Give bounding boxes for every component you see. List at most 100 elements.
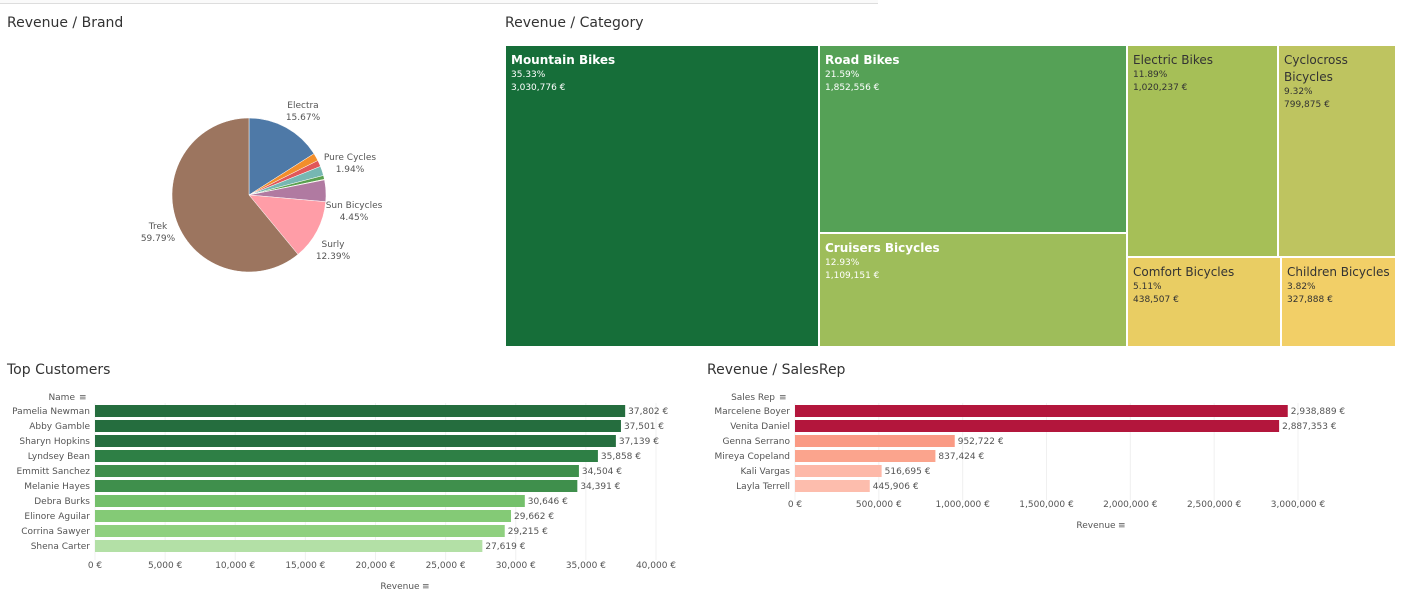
- category-label: Kali Vargas: [740, 467, 790, 477]
- pie-percent: 1.94%: [336, 165, 365, 175]
- sort-icon: ≡: [422, 582, 430, 592]
- category-revenue: 327,888 €: [1287, 295, 1333, 305]
- dimension-header: Name: [48, 393, 75, 403]
- axis-tick-label: 1,500,000 €: [1019, 500, 1074, 510]
- bar: [795, 450, 936, 462]
- category-label: Pamelia Newman: [12, 407, 90, 417]
- axis-tick-label: 15,000 €: [285, 561, 325, 571]
- bar-value-label: 952,722 €: [958, 437, 1004, 447]
- pie-percent: 4.45%: [340, 213, 369, 223]
- bar: [95, 435, 616, 447]
- category-revenue: 799,875 €: [1284, 100, 1330, 110]
- bar-value-label: 37,501 €: [624, 422, 664, 432]
- bar: [795, 465, 882, 477]
- x-axis-title: Revenue: [1076, 521, 1116, 531]
- bar: [95, 480, 578, 492]
- category-label: Marcelene Boyer: [714, 407, 790, 417]
- toolbar-strip: [0, 0, 878, 4]
- bar-value-label: 29,215 €: [508, 527, 548, 537]
- category-revenue: 3,030,776 €: [511, 83, 566, 93]
- category-label: Shena Carter: [31, 542, 91, 552]
- axis-tick-label: 30,000 €: [496, 561, 536, 571]
- top-customers-chart: 0 € 5,000 € 10,000 € 15,000 € 20,000 € 25,000…: [12, 393, 676, 592]
- bar-value-label: 27,619 €: [485, 542, 525, 552]
- bar: [95, 495, 525, 507]
- bar-value-label: 2,938,889 €: [1291, 407, 1346, 417]
- bar: [95, 450, 598, 462]
- bar-value-label: 37,139 €: [619, 437, 659, 447]
- sort-icon: ≡: [779, 393, 787, 403]
- axis-tick-label: 25,000 €: [426, 561, 466, 571]
- pie-label: Sun Bicycles: [326, 201, 383, 211]
- axis-tick-label: 500,000 €: [856, 500, 902, 510]
- pie-label: Electra: [287, 101, 318, 111]
- bar-value-label: 837,424 €: [938, 452, 984, 462]
- category-percent: 3.82%: [1287, 282, 1316, 292]
- bar: [95, 405, 626, 417]
- x-axis-title: Revenue: [380, 582, 420, 592]
- bar-value-label: 30,646 €: [528, 497, 568, 507]
- category-name: Road Bikes: [825, 53, 900, 67]
- pie-label: Pure Cycles: [324, 153, 376, 163]
- sort-icon: ≡: [79, 393, 87, 403]
- category-label: Layla Terrell: [736, 482, 790, 492]
- treemap-cell[interactable]: Children Bicycles 3.82% 327,888 €: [1281, 257, 1396, 347]
- bar-value-label: 37,802 €: [628, 407, 668, 417]
- dimension-header: Sales Rep: [731, 393, 775, 403]
- bar: [795, 405, 1288, 417]
- category-label: Debra Burks: [34, 497, 90, 507]
- category-label: Genna Serrano: [722, 437, 790, 447]
- salesrep-chart: 0 € 500,000 € 1,000,000 € 1,500,000 € 2,000,…: [714, 393, 1346, 531]
- category-label: Emmitt Sanchez: [17, 467, 91, 477]
- pie-slice: [248, 194, 326, 255]
- bar: [95, 525, 505, 537]
- treemap-cell[interactable]: Cruisers Bicycles 12.93% 1,109,151 €: [819, 233, 1127, 347]
- category-name: Mountain Bikes: [511, 53, 616, 67]
- pie-label: Trek: [148, 222, 168, 232]
- axis-tick-label: 20,000 €: [355, 561, 395, 571]
- category-title: Revenue / Category: [505, 15, 644, 31]
- treemap-cell[interactable]: Cyclocross Bicycles 9.32% 799,875 €: [1278, 45, 1396, 257]
- axis-tick-label: 3,000,000 €: [1271, 500, 1326, 510]
- axis-tick-label: 0 €: [88, 561, 103, 571]
- bar: [95, 540, 483, 552]
- bar-value-label: 35,858 €: [601, 452, 641, 462]
- bar: [795, 435, 955, 447]
- bar-value-label: 34,504 €: [582, 467, 622, 477]
- axis-tick-label: 35,000 €: [566, 561, 606, 571]
- bar: [95, 420, 621, 432]
- category-percent: 9.32%: [1284, 87, 1313, 97]
- category-percent: 35.33%: [511, 70, 546, 80]
- treemap-cell[interactable]: Electric Bikes 11.89% 1,020,237 €: [1127, 45, 1278, 257]
- axis-tick-label: 0 €: [788, 500, 803, 510]
- pie-slice: [171, 117, 299, 273]
- sort-icon: ≡: [1118, 521, 1126, 531]
- axis-tick-label: 2,000,000 €: [1103, 500, 1158, 510]
- category-label: Lyndsey Bean: [28, 452, 90, 462]
- category-label: Corrina Sawyer: [21, 527, 90, 537]
- pie-percent: 59.79%: [141, 234, 176, 244]
- category-name: Cyclocross Bicycles: [1284, 53, 1348, 84]
- customers-title: Top Customers: [7, 362, 111, 378]
- axis-tick-label: 1,000,000 €: [935, 500, 990, 510]
- axis-tick-label: 40,000 €: [636, 561, 676, 571]
- treemap-cell[interactable]: Mountain Bikes 35.33% 3,030,776 €: [505, 45, 819, 347]
- axis-tick-label: 10,000 €: [215, 561, 255, 571]
- category-revenue: 1,109,151 €: [825, 271, 880, 281]
- bar-value-label: 29,662 €: [514, 512, 554, 522]
- bar: [795, 480, 870, 492]
- brand-title: Revenue / Brand: [7, 15, 124, 31]
- category-label: Elinore Aguilar: [24, 512, 90, 522]
- bar: [95, 510, 512, 522]
- category-label: Mireya Copeland: [715, 452, 790, 462]
- category-label: Venita Daniel: [730, 422, 790, 432]
- bar: [95, 465, 579, 477]
- treemap-cell[interactable]: Comfort Bicycles 5.11% 438,507 €: [1127, 257, 1281, 347]
- bar-value-label: 34,391 €: [580, 482, 620, 492]
- category-percent: 11.89%: [1133, 70, 1168, 80]
- pie-label: Surly: [322, 240, 346, 250]
- category-name: Comfort Bicycles: [1133, 265, 1235, 279]
- treemap-cell[interactable]: Road Bikes 21.59% 1,852,556 €: [819, 45, 1127, 233]
- pie-slice: [248, 117, 315, 196]
- category-name: Cruisers Bicycles: [825, 241, 940, 255]
